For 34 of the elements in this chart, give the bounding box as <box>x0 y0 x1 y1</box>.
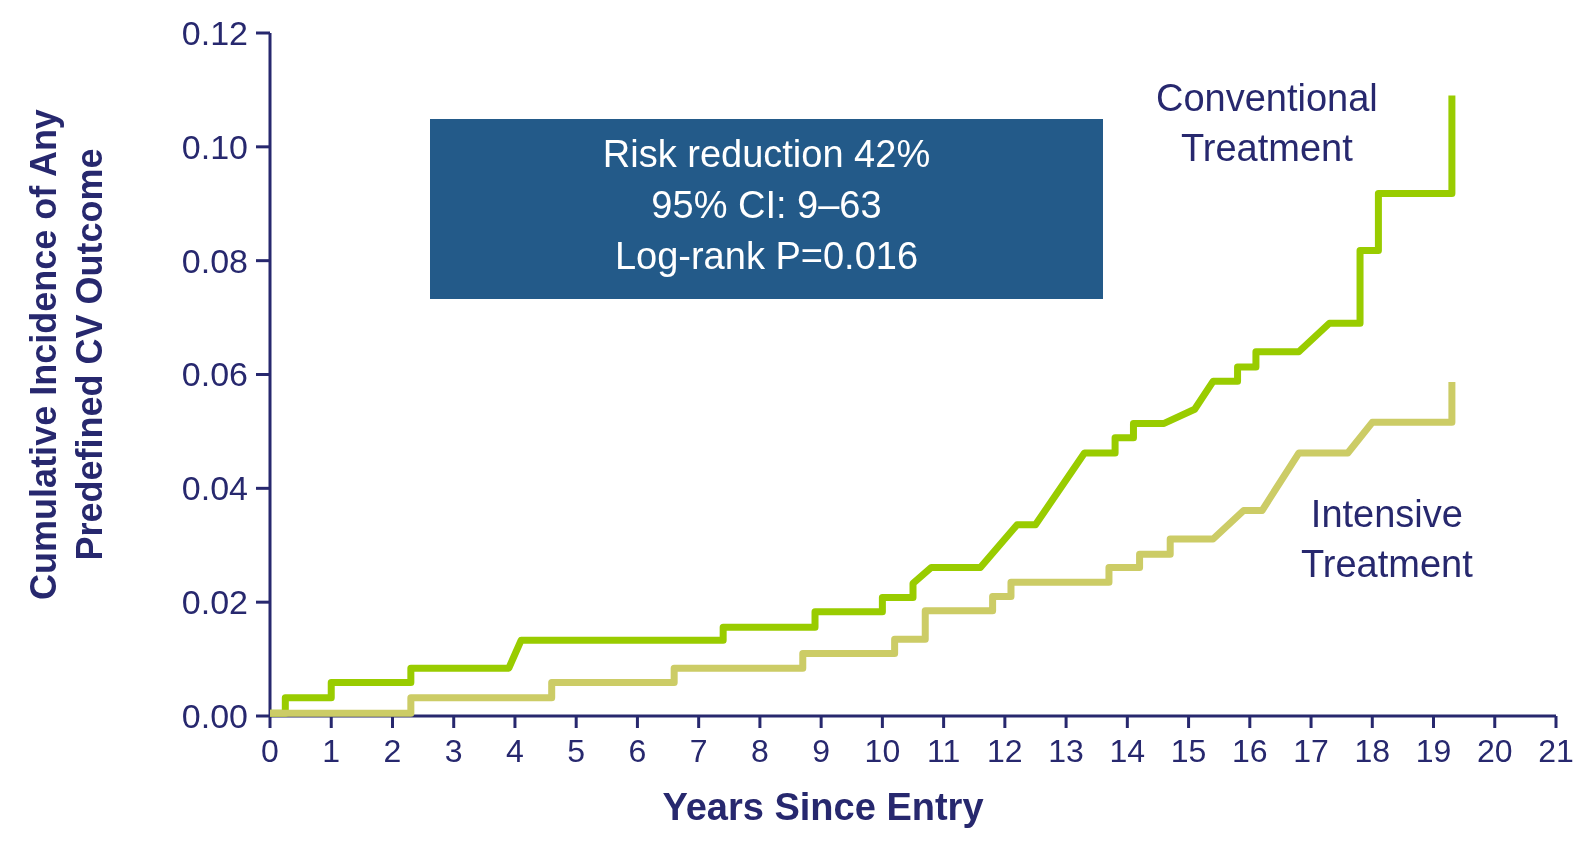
y-tick-label: 0.02 <box>181 583 248 622</box>
x-tick-label: 7 <box>689 733 708 769</box>
x-tick-label: 20 <box>1476 733 1513 769</box>
x-tick-label: 6 <box>628 733 647 769</box>
y-tick-label: 0.00 <box>181 696 248 735</box>
x-tick-label: 12 <box>987 733 1023 769</box>
x-tick-label: 21 <box>1538 733 1574 769</box>
x-tick-label: 2 <box>383 733 402 769</box>
x-tick-label: 3 <box>444 733 463 769</box>
x-tick-label: 5 <box>567 733 586 769</box>
y-tick-label: 0.06 <box>181 355 248 394</box>
y-tick-label: 0.04 <box>181 469 248 508</box>
x-tick-label: 11 <box>927 733 961 769</box>
x-tick-label: 14 <box>1109 733 1146 769</box>
y-tick-label: 0.08 <box>181 241 248 280</box>
x-tick-label: 9 <box>812 733 831 769</box>
y-tick-label: 0.12 <box>181 13 248 52</box>
x-tick-label: 16 <box>1232 733 1268 769</box>
series-label: Conventional Treatment <box>1155 76 1378 169</box>
series-label: Intensive Treatment <box>1301 492 1474 585</box>
x-tick-label: 17 <box>1293 733 1329 769</box>
y-tick-label: 0.10 <box>181 127 248 166</box>
annotation: Risk reduction 42% 95% CI: 9–63 Log-rank P=0.016 <box>602 133 931 277</box>
x-tick-label: 1 <box>322 733 341 769</box>
x-tick-label: 0 <box>261 733 279 769</box>
x-tick-label: 4 <box>506 733 524 769</box>
x-tick-label: 19 <box>1415 733 1452 769</box>
x-tick-label: 8 <box>751 733 769 769</box>
x-tick-label: 10 <box>864 733 901 769</box>
y-axis-title: Cumulative Incidence of Any Predefined CV Outcome <box>23 109 110 600</box>
x-tick-label: 13 <box>1048 733 1084 769</box>
x-tick-label: 15 <box>1170 733 1207 769</box>
x-tick-label: 18 <box>1354 733 1391 769</box>
x-axis-title: Years Since Entry <box>662 786 984 828</box>
